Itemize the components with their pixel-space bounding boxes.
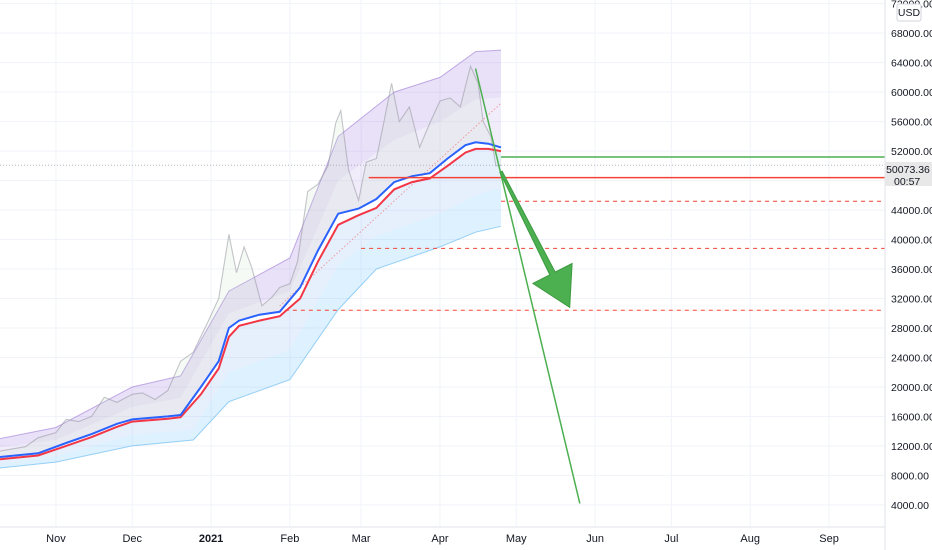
price-area-fill [0,66,501,458]
x-tick-label: May [506,533,527,545]
y-tick-label: 36000.00 [891,264,932,276]
x-tick-label: Jun [586,533,604,545]
current-price-label: 50073.36 [886,164,930,176]
countdown-label: 00:57 [894,176,920,188]
upper-inner-band-fill [0,97,501,458]
series-layer [0,64,502,461]
down-arrow[interactable] [499,170,573,309]
x-tick-label: Dec [122,533,142,545]
price-axis[interactable]: 4000.00 8000.00 12000.00 16000.00 20000.00 24… [884,0,932,550]
currency-box[interactable]: USD [896,3,922,22]
trend-line[interactable] [474,68,581,504]
y-tick-label: 28000.00 [891,323,932,335]
x-tick-label: Nov [46,533,66,545]
lower-band-edge [0,225,502,469]
y-tick-label: 4000.00 [891,500,929,512]
y-tick-label: 16000.00 [891,411,932,423]
y-tick-label: 44000.00 [891,205,932,217]
blue-ma-line [0,141,502,458]
drawings-layer[interactable] [284,68,885,504]
price-line [0,64,502,452]
x-tick-label: Jul [664,533,678,545]
y-tick-label: 52000.00 [891,146,932,158]
y-tick-label: 24000.00 [891,352,932,364]
upper-band-fill [0,50,501,448]
lower-band-fill [0,188,501,468]
y-tick-label: 64000.00 [891,58,932,70]
red-ma-line [0,147,502,461]
x-tick-label: Feb [280,533,299,545]
x-tick-label: Aug [740,533,760,545]
y-tick-label: 60000.00 [891,87,932,99]
y-tick-label: 8000.00 [891,470,929,482]
x-tick-label: 2021 [199,533,223,545]
x-tick-label: Apr [431,533,448,545]
y-tick-label: 20000.00 [891,382,932,394]
volatility-bands [0,49,502,469]
current-price-badge: 50073.36 00:57 [885,162,932,188]
time-axis[interactable]: Nov Dec 2021 Feb Mar Apr May Jun Jul Aug Sep [0,526,885,545]
lower-inner-band-fill [0,148,501,464]
y-tick-label: 68000.00 [891,28,932,40]
dotted-trend-line [279,102,502,307]
upper-band-edge [0,49,502,440]
currency-label: USD [898,7,921,19]
y-tick-label: 32000.00 [891,294,932,306]
y-tick-label: 56000.00 [891,117,932,129]
y-tick-label: 12000.00 [891,441,932,453]
grid-lines [0,0,885,527]
y-tick-label: 40000.00 [891,235,932,247]
x-tick-label: Mar [352,533,371,545]
x-tick-label: Sep [819,533,839,545]
